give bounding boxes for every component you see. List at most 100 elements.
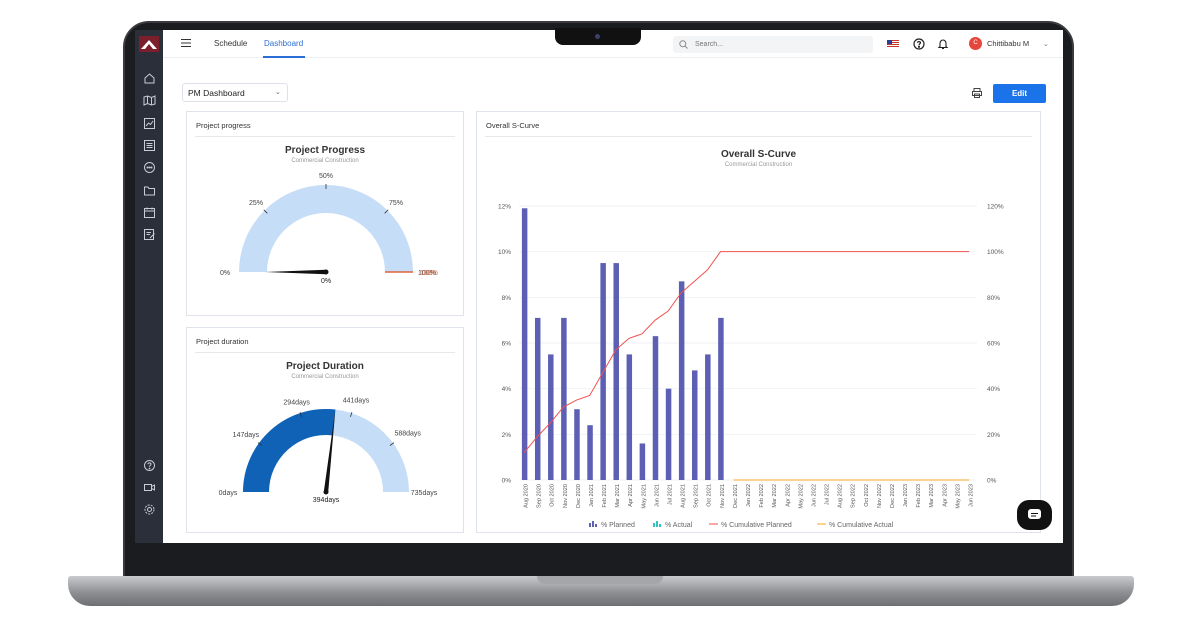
legend-label: % Actual xyxy=(665,522,693,529)
app-screen: Schedule Dashboard C Chittibabu M ⌄ PM D… xyxy=(135,30,1063,543)
legend-label: % Cumulative Actual xyxy=(829,522,894,529)
x-axis-tick-label: Dec 2020 xyxy=(576,484,582,508)
user-name[interactable]: Chittibabu M xyxy=(987,39,1030,48)
x-axis-tick-label: Nov 2020 xyxy=(563,484,569,508)
panel-divider xyxy=(195,352,455,353)
project-duration-panel: Project duration Project Duration Commer… xyxy=(186,327,464,533)
gauge-title: Project Duration xyxy=(286,361,364,372)
gauge-tick xyxy=(350,411,353,417)
calendar-icon[interactable] xyxy=(143,206,156,219)
tab-schedule[interactable]: Schedule xyxy=(214,39,248,48)
legend-swatch-icon xyxy=(595,524,597,527)
gauge-value-label: 0% xyxy=(321,278,331,285)
search-input[interactable] xyxy=(695,39,865,50)
gauge-tick-label: 50% xyxy=(319,173,333,180)
y-axis-tick-label: 8% xyxy=(502,295,512,302)
x-axis-tick-label: Oct 2021 xyxy=(707,484,713,507)
s-curve-chart: 0%2%4%6%8%10%12% 0%20%40%60%80%100%120% … xyxy=(498,204,1004,530)
edit-note-icon[interactable] xyxy=(143,228,156,241)
gauge-fill xyxy=(243,409,336,492)
x-axis-tick-label: Jul 2021 xyxy=(667,484,673,505)
legend-swatch-icon xyxy=(589,523,591,527)
gauge-subtitle: Commercial Construction xyxy=(291,374,359,380)
settings-gear-icon[interactable] xyxy=(143,503,156,516)
s-curve-panel: Overall S-Curve Overall S-Curve Commerci… xyxy=(476,111,1041,533)
planned-bar xyxy=(718,317,724,480)
chart-icon[interactable] xyxy=(143,117,156,130)
help-circle-icon[interactable] xyxy=(143,459,156,472)
legend-item[interactable]: % Cumulative Planned xyxy=(709,522,792,529)
gauge-tick xyxy=(263,209,268,214)
active-tab-indicator xyxy=(263,56,305,58)
x-axis-tick-label: Jan 2023 xyxy=(903,484,909,507)
home-icon[interactable] xyxy=(143,72,156,85)
x-axis-tick-label: Feb 2021 xyxy=(602,484,608,508)
dashboard-select[interactable]: PM Dashboard ⌄ xyxy=(182,83,288,102)
duration-gauge: 0days 147days 294days 441days 588days 73… xyxy=(219,398,438,504)
gauge-tick-label: 588days xyxy=(394,431,421,438)
gauge-hub xyxy=(323,489,329,495)
legend-label: % Cumulative Planned xyxy=(721,522,792,529)
x-axis-tick-label: May 2022 xyxy=(798,484,804,509)
app-logo-icon[interactable] xyxy=(139,36,159,52)
x-axis-tick-label: Apr 2023 xyxy=(942,484,948,507)
gauge-tick-label: 75% xyxy=(389,200,403,207)
gauge-tick xyxy=(257,442,263,446)
chat-support-button[interactable] xyxy=(1017,500,1052,530)
x-axis-tick-label: Jun 2021 xyxy=(654,484,660,507)
x-axis-tick-label: May 2021 xyxy=(641,484,647,509)
panel-title: Overall S-Curve xyxy=(486,121,540,130)
user-avatar[interactable]: C xyxy=(969,37,982,50)
legend-item[interactable]: % Actual xyxy=(653,521,693,529)
chevron-down-icon: ⌄ xyxy=(275,89,281,96)
panel-divider xyxy=(485,136,1032,137)
help-icon[interactable] xyxy=(913,38,925,50)
edit-button[interactable]: Edit xyxy=(993,84,1046,103)
y2-axis-tick-label: 120% xyxy=(987,204,1004,211)
video-icon[interactable] xyxy=(143,481,156,494)
us-flag-icon[interactable] xyxy=(887,40,899,48)
planned-bar xyxy=(587,425,593,480)
planned-bar xyxy=(534,317,541,480)
progress-gauge: 0% 25% 50% 75% 100% 100% 0% xyxy=(220,173,438,285)
y-axis-tick-label: 6% xyxy=(502,341,512,348)
sidebar xyxy=(135,30,163,543)
hamburger-menu-icon[interactable] xyxy=(181,39,191,47)
gauge-tick-label: 0% xyxy=(220,270,230,277)
x-axis-tick-label: Aug 2020 xyxy=(524,484,530,508)
search-box[interactable] xyxy=(673,36,873,53)
planned-bar xyxy=(652,336,659,480)
tab-dashboard[interactable]: Dashboard xyxy=(264,39,304,48)
x-axis-tick-label: Dec 2021 xyxy=(733,484,739,508)
x-axis-tick-label: Mar 2023 xyxy=(929,484,935,508)
print-icon[interactable] xyxy=(971,87,983,99)
x-axis-tick-label: May 2023 xyxy=(955,484,961,509)
folder-icon[interactable] xyxy=(143,184,156,197)
planned-bar xyxy=(691,370,698,480)
legend-item[interactable]: % Planned xyxy=(589,521,635,529)
chat-icon xyxy=(1028,509,1041,519)
x-axis-tick-label: Dec 2022 xyxy=(890,484,896,508)
legend-item[interactable]: % Cumulative Actual xyxy=(817,522,894,529)
x-axis-tick-label: Apr 2021 xyxy=(628,484,634,507)
chat-bubble-icon[interactable] xyxy=(143,161,156,174)
search-icon xyxy=(679,40,688,49)
x-axis-tick-label: Sep 2020 xyxy=(537,484,543,508)
map-icon[interactable] xyxy=(143,94,156,107)
x-axis-tick-label: Jun 2022 xyxy=(811,484,817,507)
legend-label: % Planned xyxy=(601,522,635,529)
x-axis-tick-label: Sep 2022 xyxy=(851,484,857,508)
y-axis-tick-label: 0% xyxy=(502,478,512,485)
legend-swatch-icon xyxy=(656,521,658,527)
gauge-tick-label: 25% xyxy=(249,200,263,207)
x-axis-tick-label: Oct 2020 xyxy=(550,484,556,507)
planned-bar xyxy=(639,443,646,480)
planned-bar xyxy=(626,354,633,480)
user-menu-chevron-down-icon[interactable]: ⌄ xyxy=(1043,41,1049,48)
notification-bell-icon[interactable] xyxy=(937,38,949,50)
gauge-tick-label: 441days xyxy=(343,398,370,405)
gauge-overlap-label: 100% xyxy=(420,270,438,277)
legend-swatch-icon xyxy=(653,523,655,527)
y2-axis-tick-label: 40% xyxy=(987,386,1000,393)
checklist-icon[interactable] xyxy=(143,139,156,152)
